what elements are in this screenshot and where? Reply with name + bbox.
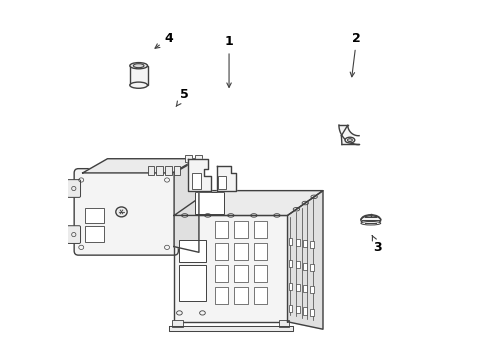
Text: 5: 5 — [176, 89, 189, 107]
Text: 1: 1 — [225, 35, 233, 87]
Text: 3: 3 — [372, 235, 382, 254]
Bar — [289, 283, 293, 289]
Bar — [310, 241, 314, 248]
Bar — [303, 285, 307, 292]
Bar — [215, 287, 228, 304]
Polygon shape — [174, 191, 323, 215]
Polygon shape — [188, 159, 211, 191]
Bar — [179, 240, 206, 261]
Bar — [254, 287, 268, 304]
Bar — [295, 261, 299, 268]
Bar — [310, 264, 314, 271]
Bar — [254, 265, 268, 282]
Bar — [85, 226, 104, 242]
FancyBboxPatch shape — [67, 226, 80, 243]
Ellipse shape — [345, 137, 355, 143]
Bar — [130, 66, 147, 85]
Ellipse shape — [347, 139, 352, 141]
Bar — [234, 287, 248, 304]
Polygon shape — [339, 125, 360, 145]
Bar — [234, 265, 248, 282]
Polygon shape — [288, 191, 323, 329]
Bar — [234, 243, 248, 260]
Text: 4: 4 — [155, 32, 173, 48]
Bar — [85, 208, 104, 222]
Bar — [215, 265, 228, 282]
Bar — [174, 166, 180, 175]
Bar — [303, 307, 307, 315]
Bar — [234, 221, 248, 238]
Bar — [196, 155, 202, 162]
Bar — [254, 221, 268, 238]
Polygon shape — [83, 159, 197, 173]
Ellipse shape — [130, 82, 147, 88]
Bar — [192, 173, 201, 189]
Bar — [196, 192, 224, 214]
Bar — [279, 320, 289, 327]
Bar — [172, 320, 183, 327]
Bar — [215, 221, 228, 238]
Bar — [303, 240, 307, 247]
Ellipse shape — [361, 216, 381, 224]
Ellipse shape — [133, 64, 144, 68]
Bar — [165, 166, 172, 175]
Ellipse shape — [361, 221, 381, 225]
Polygon shape — [174, 159, 199, 252]
Bar — [289, 260, 293, 267]
Bar — [310, 286, 314, 293]
Polygon shape — [217, 166, 236, 191]
Bar — [303, 262, 307, 270]
Bar — [289, 238, 293, 245]
FancyBboxPatch shape — [74, 168, 178, 255]
Bar — [289, 305, 293, 312]
Bar — [179, 265, 206, 301]
Bar — [185, 155, 192, 162]
Text: 2: 2 — [350, 32, 361, 77]
Bar — [295, 239, 299, 246]
Bar — [295, 306, 299, 313]
Polygon shape — [169, 326, 293, 330]
Ellipse shape — [130, 63, 147, 69]
Bar — [215, 243, 228, 260]
Bar — [310, 309, 314, 316]
Polygon shape — [174, 215, 288, 322]
Bar — [219, 176, 225, 189]
Ellipse shape — [118, 209, 124, 215]
Bar — [156, 166, 163, 175]
Bar — [254, 243, 268, 260]
Bar — [147, 166, 154, 175]
Bar — [295, 284, 299, 291]
FancyBboxPatch shape — [67, 180, 80, 197]
